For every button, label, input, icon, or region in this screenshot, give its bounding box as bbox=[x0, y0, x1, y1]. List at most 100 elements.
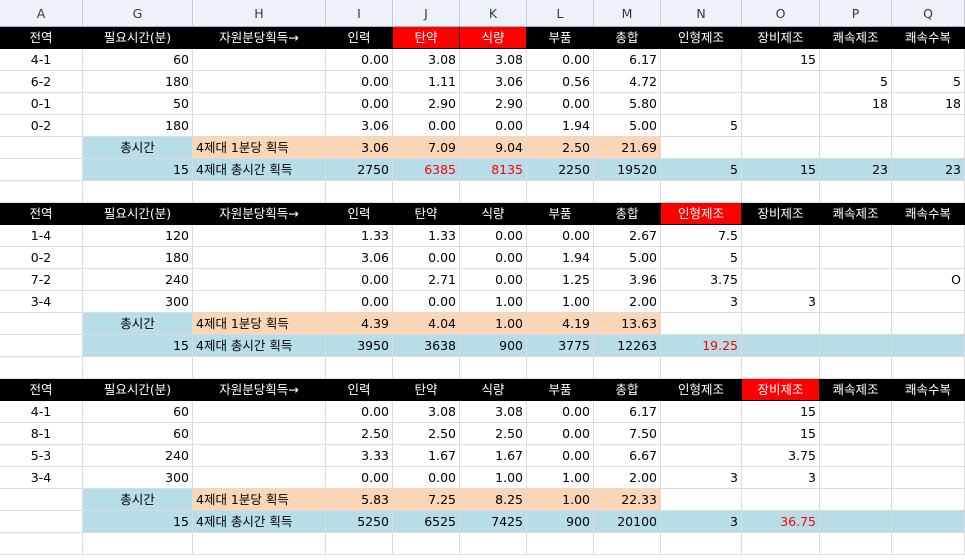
column-header-a[interactable]: A bbox=[0, 0, 83, 27]
cell-h-15[interactable]: 4제대 총시간 획득 bbox=[193, 335, 326, 357]
cell-o-9[interactable]: 장비제조 bbox=[742, 203, 820, 225]
cell-i-23[interactable]: 5250 bbox=[326, 511, 393, 533]
cell-m-4[interactable]: 5.80 bbox=[594, 93, 661, 115]
cell-o-13[interactable]: 3 bbox=[742, 291, 820, 313]
cell-i-20[interactable]: 3.33 bbox=[326, 445, 393, 467]
cell-k-22[interactable]: 8.25 bbox=[460, 489, 527, 511]
cell-i-2[interactable]: 0.00 bbox=[326, 49, 393, 71]
cell-g-4[interactable]: 50 bbox=[83, 93, 193, 115]
cell-k-4[interactable]: 2.90 bbox=[460, 93, 527, 115]
cell-k-21[interactable]: 1.00 bbox=[460, 467, 527, 489]
cell-q-16[interactable] bbox=[892, 357, 965, 379]
cell-g-3[interactable]: 180 bbox=[83, 71, 193, 93]
cell-p-10[interactable] bbox=[820, 225, 892, 247]
cell-p-21[interactable] bbox=[820, 467, 892, 489]
cell-m-14[interactable]: 13.63 bbox=[594, 313, 661, 335]
cell-j-14[interactable]: 4.04 bbox=[393, 313, 460, 335]
cell-j-17[interactable]: 탄약 bbox=[393, 379, 460, 401]
cell-l-24[interactable] bbox=[527, 533, 594, 555]
cell-l-12[interactable]: 1.25 bbox=[527, 269, 594, 291]
cell-l-3[interactable]: 0.56 bbox=[527, 71, 594, 93]
cell-n-22[interactable] bbox=[661, 489, 742, 511]
cell-q-17[interactable]: 쾌속수복 bbox=[892, 379, 965, 401]
cell-j-2[interactable]: 3.08 bbox=[393, 49, 460, 71]
cell-q-24[interactable] bbox=[892, 533, 965, 555]
cell-p-15[interactable] bbox=[820, 335, 892, 357]
cell-q-13[interactable] bbox=[892, 291, 965, 313]
cell-k-2[interactable]: 3.08 bbox=[460, 49, 527, 71]
cell-i-10[interactable]: 1.33 bbox=[326, 225, 393, 247]
cell-h-14[interactable]: 4제대 1분당 획득 bbox=[193, 313, 326, 335]
cell-o-21[interactable]: 3 bbox=[742, 467, 820, 489]
cell-j-11[interactable]: 0.00 bbox=[393, 247, 460, 269]
cell-h-2[interactable] bbox=[193, 49, 326, 71]
cell-j-7[interactable]: 6385 bbox=[393, 159, 460, 181]
cell-a-17[interactable]: 전역 bbox=[0, 379, 83, 401]
cell-o-12[interactable] bbox=[742, 269, 820, 291]
cell-p-8[interactable] bbox=[820, 181, 892, 203]
cell-g-2[interactable]: 60 bbox=[83, 49, 193, 71]
cell-l-18[interactable]: 0.00 bbox=[527, 401, 594, 423]
column-header-m[interactable]: M bbox=[594, 0, 661, 27]
cell-h-12[interactable] bbox=[193, 269, 326, 291]
cell-p-3[interactable]: 5 bbox=[820, 71, 892, 93]
cell-g-24[interactable] bbox=[83, 533, 193, 555]
cell-n-17[interactable]: 인형제조 bbox=[661, 379, 742, 401]
cell-q-4[interactable]: 18 bbox=[892, 93, 965, 115]
cell-m-19[interactable]: 7.50 bbox=[594, 423, 661, 445]
cell-m-24[interactable] bbox=[594, 533, 661, 555]
cell-h-7[interactable]: 4제대 총시간 획득 bbox=[193, 159, 326, 181]
cell-o-2[interactable]: 15 bbox=[742, 49, 820, 71]
cell-g-1[interactable]: 필요시간(분) bbox=[83, 27, 193, 49]
column-header-k[interactable]: K bbox=[460, 0, 527, 27]
cell-n-21[interactable]: 3 bbox=[661, 467, 742, 489]
cell-p-1[interactable]: 쾌속제조 bbox=[820, 27, 892, 49]
cell-j-10[interactable]: 1.33 bbox=[393, 225, 460, 247]
cell-q-23[interactable] bbox=[892, 511, 965, 533]
cell-m-1[interactable]: 총합 bbox=[594, 27, 661, 49]
cell-q-19[interactable] bbox=[892, 423, 965, 445]
cell-h-20[interactable] bbox=[193, 445, 326, 467]
column-header-n[interactable]: N bbox=[661, 0, 742, 27]
cell-l-2[interactable]: 0.00 bbox=[527, 49, 594, 71]
cell-l-22[interactable]: 1.00 bbox=[527, 489, 594, 511]
cell-p-14[interactable] bbox=[820, 313, 892, 335]
cell-m-13[interactable]: 2.00 bbox=[594, 291, 661, 313]
cell-h-17[interactable]: 자원분당획득→ bbox=[193, 379, 326, 401]
cell-l-11[interactable]: 1.94 bbox=[527, 247, 594, 269]
cell-i-1[interactable]: 인력 bbox=[326, 27, 393, 49]
cell-h-24[interactable] bbox=[193, 533, 326, 555]
cell-a-21[interactable]: 3-4 bbox=[0, 467, 83, 489]
cell-k-6[interactable]: 9.04 bbox=[460, 137, 527, 159]
cell-n-12[interactable]: 3.75 bbox=[661, 269, 742, 291]
cell-o-3[interactable] bbox=[742, 71, 820, 93]
cell-g-9[interactable]: 필요시간(분) bbox=[83, 203, 193, 225]
cell-l-16[interactable] bbox=[527, 357, 594, 379]
cell-k-1[interactable]: 식량 bbox=[460, 27, 527, 49]
cell-j-19[interactable]: 2.50 bbox=[393, 423, 460, 445]
cell-m-2[interactable]: 6.17 bbox=[594, 49, 661, 71]
cell-l-9[interactable]: 부품 bbox=[527, 203, 594, 225]
cell-m-7[interactable]: 19520 bbox=[594, 159, 661, 181]
cell-p-17[interactable]: 쾌속제조 bbox=[820, 379, 892, 401]
cell-p-20[interactable] bbox=[820, 445, 892, 467]
cell-h-4[interactable] bbox=[193, 93, 326, 115]
cell-p-11[interactable] bbox=[820, 247, 892, 269]
cell-i-17[interactable]: 인력 bbox=[326, 379, 393, 401]
cell-m-21[interactable]: 2.00 bbox=[594, 467, 661, 489]
cell-p-19[interactable] bbox=[820, 423, 892, 445]
cell-a-12[interactable]: 7-2 bbox=[0, 269, 83, 291]
cell-p-18[interactable] bbox=[820, 401, 892, 423]
cell-g-10[interactable]: 120 bbox=[83, 225, 193, 247]
cell-g-17[interactable]: 필요시간(분) bbox=[83, 379, 193, 401]
cell-m-12[interactable]: 3.96 bbox=[594, 269, 661, 291]
cell-m-17[interactable]: 총합 bbox=[594, 379, 661, 401]
cell-a-20[interactable]: 5-3 bbox=[0, 445, 83, 467]
cell-a-6[interactable] bbox=[0, 137, 83, 159]
column-header-g[interactable]: G bbox=[83, 0, 193, 27]
cell-q-21[interactable] bbox=[892, 467, 965, 489]
cell-h-3[interactable] bbox=[193, 71, 326, 93]
cell-o-5[interactable] bbox=[742, 115, 820, 137]
cell-q-18[interactable] bbox=[892, 401, 965, 423]
cell-n-9[interactable]: 인형제조 bbox=[661, 203, 742, 225]
